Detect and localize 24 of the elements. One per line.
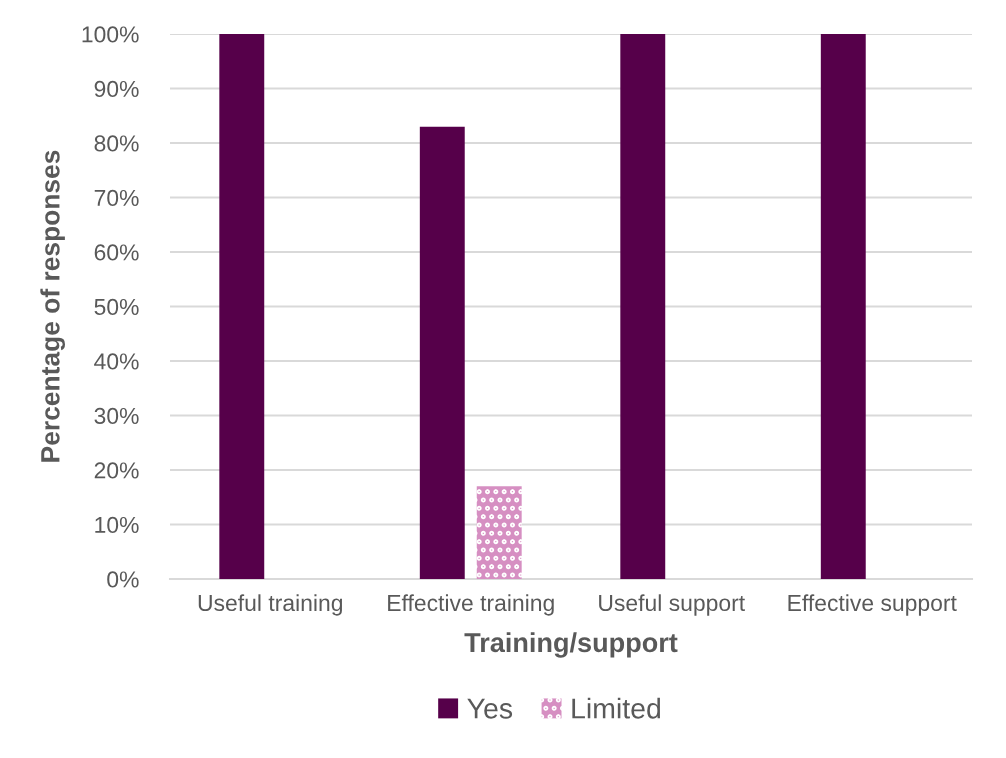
legend-label: Limited: [572, 697, 660, 719]
y-tick-label: 80%: [94, 135, 139, 152]
bar: [620, 34, 666, 579]
x-axis-title: Training/support: [464, 632, 678, 658]
x-tick-label: Useful support: [599, 594, 745, 616]
y-tick-label: 70%: [94, 189, 139, 207]
y-tick-label: 0%: [107, 571, 139, 588]
y-tick-label: 60%: [94, 244, 139, 261]
y-tick-label: 20%: [94, 462, 139, 479]
x-tick-label: Useful training: [198, 594, 343, 616]
bar: [219, 34, 265, 579]
y-axis-title: Percentage of responses: [40, 150, 65, 462]
x-tick-label: Effective training: [388, 594, 554, 616]
y-tick-label: 100%: [82, 26, 139, 43]
y-tick-label: 10%: [95, 516, 139, 534]
y-tick-label: 90%: [94, 80, 139, 98]
bar: [419, 126, 465, 579]
bar: [476, 486, 522, 579]
y-tick-label: 30%: [94, 407, 139, 425]
bar: [820, 34, 866, 579]
y-tick-label: 50%: [94, 298, 139, 316]
y-tick-label: 40%: [94, 353, 139, 370]
x-tick-label: Effective support: [788, 594, 957, 616]
legend-label: Yes: [467, 698, 513, 719]
